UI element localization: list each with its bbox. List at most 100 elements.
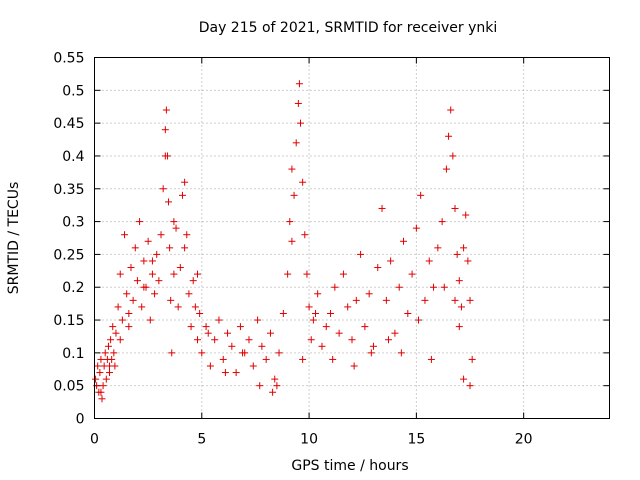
data-point: [404, 309, 412, 317]
data-point: [335, 329, 343, 337]
data-point: [430, 283, 438, 291]
data-point: [412, 224, 420, 232]
data-point: [254, 316, 262, 324]
data-point: [273, 382, 281, 390]
y-tick-labels: 0 0.05 0.1 0.15 0.2 0.25 0.3 0.35 0.4 0.45 0.5 0.55: [53, 51, 84, 428]
data-point: [191, 303, 199, 311]
data-point: [427, 355, 435, 363]
data-point: [228, 342, 236, 350]
data-point: [172, 224, 180, 232]
data-point: [382, 296, 390, 304]
chart-title: Day 215 of 2021, SRMTID for receiver ynk…: [199, 20, 498, 36]
data-point: [106, 362, 114, 370]
data-point: [97, 355, 105, 363]
data-point: [318, 342, 326, 350]
data-point: [331, 283, 339, 291]
data-point: [189, 277, 197, 285]
data-point: [159, 185, 167, 193]
data-point: [295, 80, 303, 88]
data-point: [434, 244, 442, 252]
data-point: [110, 349, 118, 357]
x-axis-title: GPS time / hours: [291, 458, 408, 474]
data-point: [417, 191, 425, 199]
data-point: [129, 296, 137, 304]
data-point: [96, 369, 104, 377]
data-point: [455, 323, 463, 331]
data-point: [297, 119, 304, 127]
data-point: [206, 362, 214, 370]
data-point: [457, 303, 465, 311]
x-tick-labels: 0 5 10 15 20: [90, 432, 533, 448]
data-point: [219, 355, 227, 363]
data-point: [299, 178, 307, 186]
data-point: [245, 336, 253, 344]
data-point: [451, 204, 459, 212]
y-tick-label: 0.1: [62, 346, 84, 362]
data-point: [292, 139, 300, 147]
data-point: [104, 342, 112, 350]
y-tick-label: 0.3: [62, 215, 84, 231]
data-point: [125, 323, 133, 331]
data-point: [453, 250, 461, 258]
data-point: [125, 309, 133, 317]
data-point: [352, 296, 360, 304]
y-tick-label: 0.35: [53, 182, 84, 198]
data-point: [118, 316, 126, 324]
x-tick-label: 15: [407, 432, 425, 448]
data-point: [165, 198, 173, 206]
data-point: [112, 329, 120, 337]
data-point: [101, 349, 109, 357]
data-point: [309, 316, 317, 324]
data-point: [256, 382, 264, 390]
data-point: [279, 309, 287, 317]
grid-lines: [94, 57, 610, 419]
data-point: [155, 277, 163, 285]
data-point: [157, 231, 165, 239]
data-point: [425, 257, 433, 265]
data-point: [455, 277, 463, 285]
data-point: [170, 218, 178, 226]
data-point: [445, 132, 453, 140]
data-point: [148, 257, 156, 265]
data-point: [232, 369, 240, 377]
data-point: [387, 257, 395, 265]
data-point: [198, 349, 206, 357]
data-point: [162, 106, 170, 114]
y-tick-label: 0.05: [53, 379, 84, 395]
data-point: [161, 126, 169, 134]
data-point: [107, 336, 115, 344]
data-point: [299, 355, 307, 363]
data-point: [239, 349, 247, 357]
data-point: [266, 329, 274, 337]
data-point: [249, 362, 257, 370]
data-point: [168, 349, 176, 357]
data-point: [94, 362, 102, 370]
data-point: [464, 257, 472, 265]
data-point: [421, 296, 429, 304]
data-point: [350, 362, 358, 370]
x-tick-label: 5: [197, 432, 206, 448]
data-point: [148, 270, 156, 278]
plot-frame: [94, 57, 610, 419]
data-point: [181, 178, 189, 186]
data-point: [440, 283, 448, 291]
x-tick-label: 10: [300, 432, 318, 448]
data-point: [344, 303, 352, 311]
x-tick-label: 20: [515, 432, 533, 448]
data-point: [284, 270, 292, 278]
data-point: [136, 218, 144, 226]
data-point: [275, 349, 283, 357]
data-point: [178, 191, 186, 199]
data-point: [288, 165, 296, 173]
data-point: [391, 329, 399, 337]
data-point: [303, 270, 311, 278]
y-tick-label: 0.5: [62, 83, 84, 99]
data-point: [460, 375, 468, 383]
data-point: [314, 290, 322, 298]
data-point: [194, 336, 201, 344]
data-point: [202, 323, 210, 331]
data-point: [131, 244, 139, 252]
data-point: [99, 382, 107, 390]
data-point: [92, 375, 100, 383]
data-point: [447, 106, 455, 114]
